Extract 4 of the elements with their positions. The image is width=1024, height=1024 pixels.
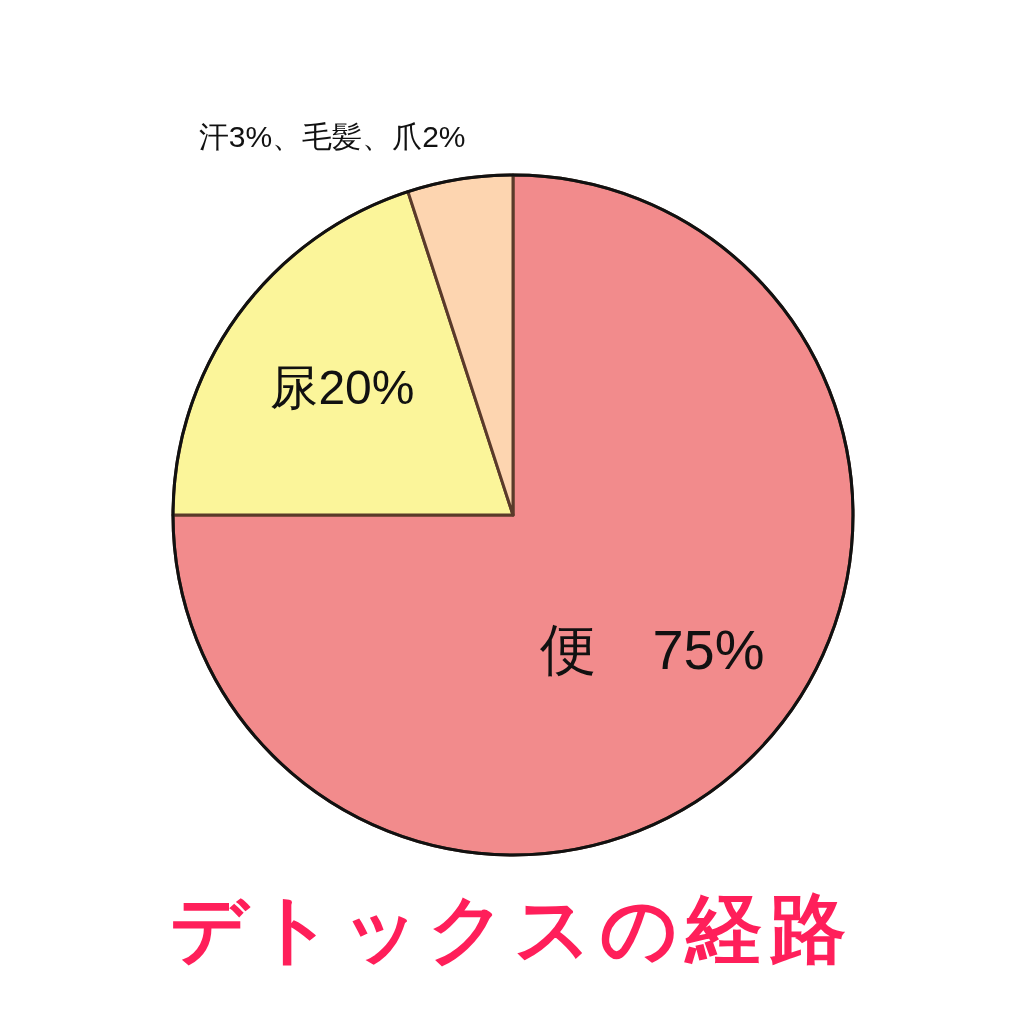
slice-label: 尿20% <box>270 360 415 414</box>
text: デトックスの経路 <box>170 886 854 971</box>
slice-label: 便 75% <box>540 618 765 682</box>
slice-label: 汗3%、毛髪、爪2% <box>198 120 466 154</box>
